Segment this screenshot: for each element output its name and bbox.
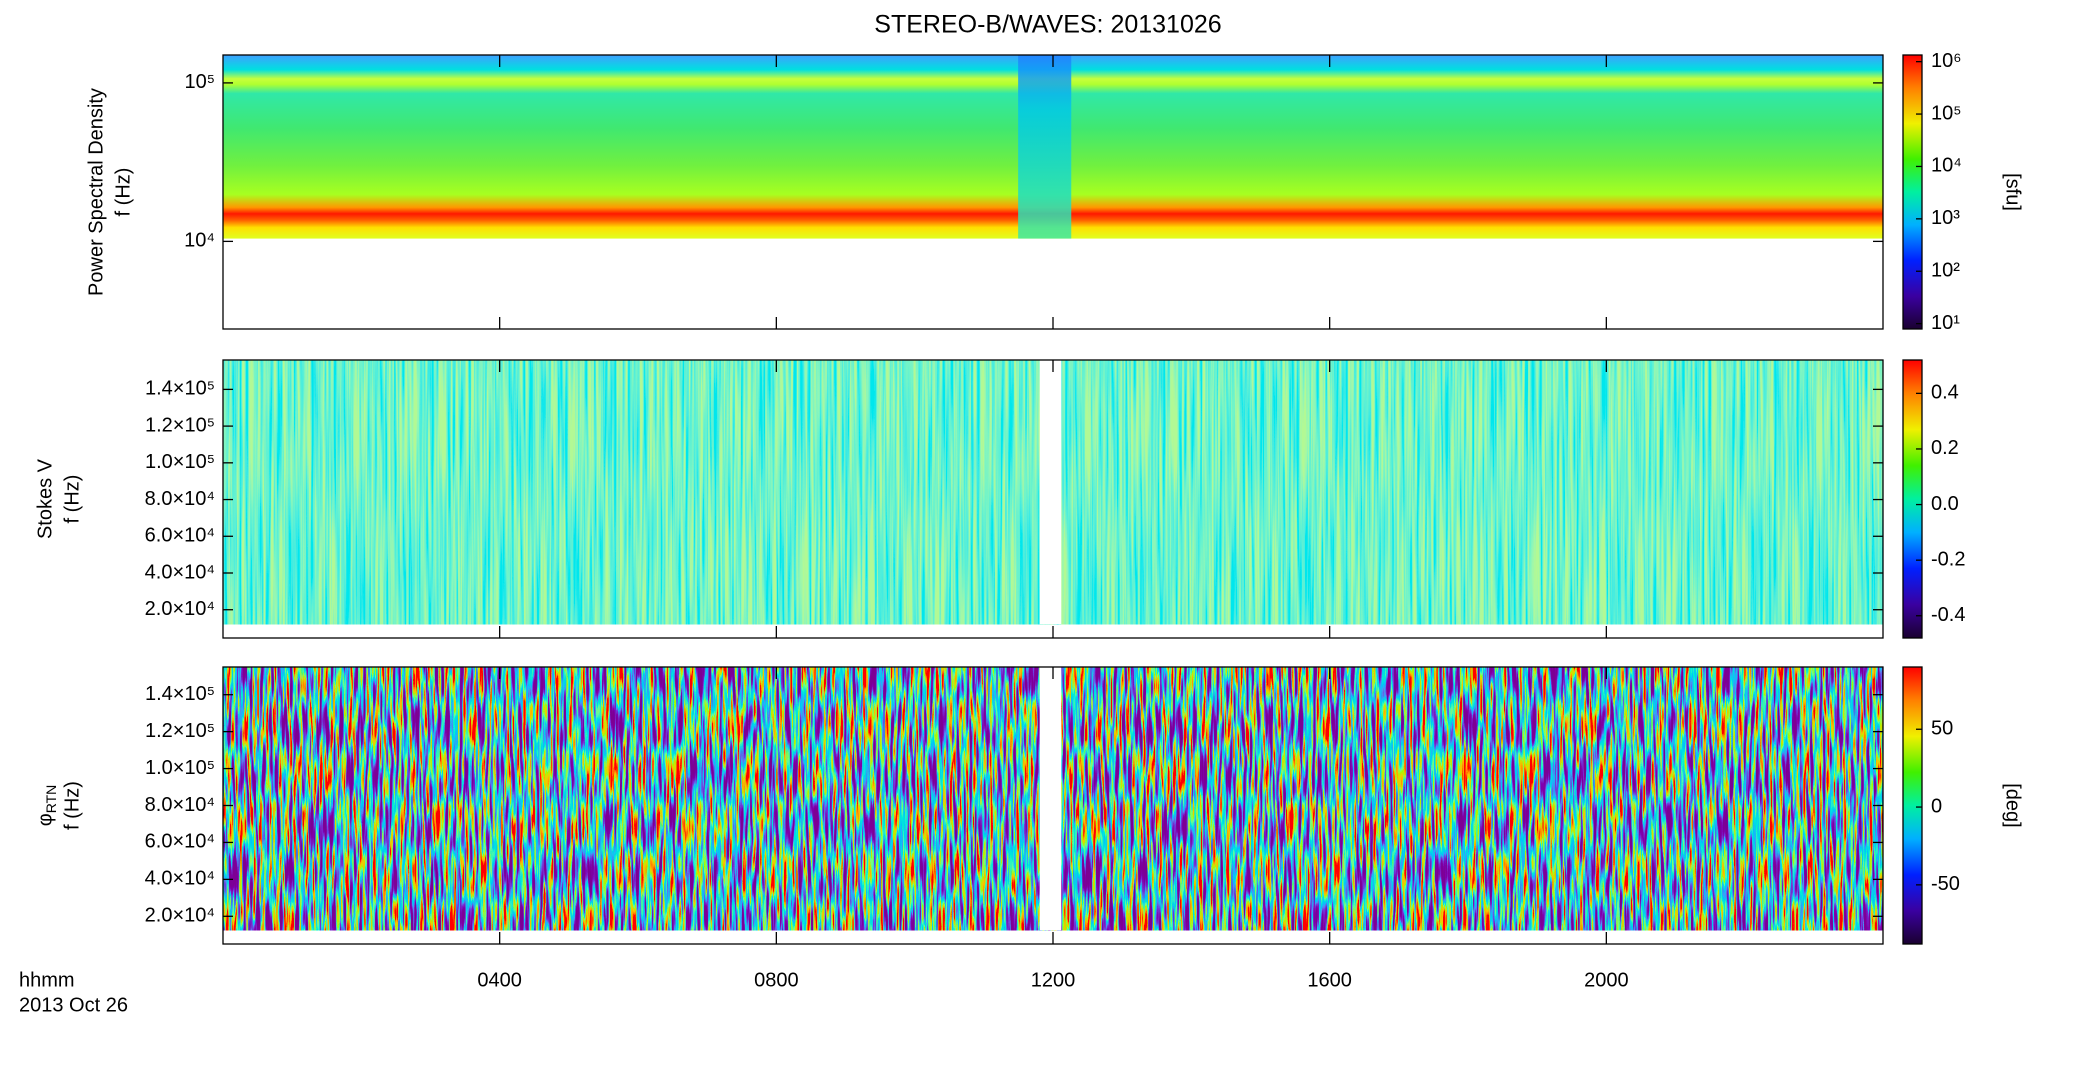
colorbar-label: [sfu] bbox=[2002, 173, 2024, 211]
data-gap bbox=[1039, 360, 1062, 625]
colorbar-tick-label: 10¹ bbox=[1931, 312, 1960, 334]
y-axis-label: Stokes V bbox=[34, 458, 56, 539]
y-tick-label: 1.4×10⁵ bbox=[145, 683, 215, 705]
y-tick-label: 4.0×10⁴ bbox=[145, 868, 215, 890]
y-axis-label: f (Hz) bbox=[112, 168, 134, 217]
colorbar-tick-label: 50 bbox=[1931, 718, 1953, 740]
colorbar-tick-label: 10⁴ bbox=[1931, 155, 1962, 177]
colorbar bbox=[1902, 54, 1923, 330]
x-tick-label: 2000 bbox=[1584, 969, 1629, 991]
x-tick-label: 0800 bbox=[754, 969, 799, 991]
colorbar-tick-label: 0.2 bbox=[1931, 437, 1959, 459]
colorbar-tick-label: 0.4 bbox=[1931, 382, 1959, 404]
colorbar-tick-label: 10² bbox=[1931, 260, 1960, 282]
x-tick-label: 1600 bbox=[1307, 969, 1352, 991]
colorbar bbox=[1902, 666, 1923, 945]
y-axis-label-subscript: RTN bbox=[43, 785, 59, 814]
y-tick-label: 10⁴ bbox=[184, 230, 215, 252]
y-axis-label: Power Spectral Density bbox=[85, 88, 107, 296]
data-gap bbox=[1039, 667, 1062, 931]
y-tick-label: 8.0×10⁴ bbox=[145, 794, 215, 816]
y-tick-label: 6.0×10⁴ bbox=[145, 525, 215, 547]
date-label: 2013 Oct 26 bbox=[19, 994, 128, 1016]
x-axis-label: hhmm bbox=[19, 969, 75, 991]
colorbar-tick-label: 0.0 bbox=[1931, 493, 1959, 515]
y-axis-label: f (Hz) bbox=[61, 781, 83, 830]
colorbar-label: [deg] bbox=[2002, 783, 2024, 827]
y-tick-label: 1.2×10⁵ bbox=[145, 414, 215, 436]
y-tick-label: 2.0×10⁴ bbox=[145, 905, 215, 927]
x-tick-label: 1200 bbox=[1031, 969, 1076, 991]
y-axis-label: f (Hz) bbox=[61, 475, 83, 524]
y-tick-label: 10⁵ bbox=[184, 71, 215, 93]
colorbar-tick-label: 10³ bbox=[1931, 207, 1960, 229]
colorbar-tick-label: 10⁵ bbox=[1931, 102, 1962, 124]
y-tick-label: 1.0×10⁵ bbox=[145, 757, 215, 779]
y-tick-label: 1.4×10⁵ bbox=[145, 378, 215, 400]
y-tick-label: 8.0×10⁴ bbox=[145, 488, 215, 510]
colorbar-tick-label: 0 bbox=[1931, 795, 1942, 817]
y-tick-label: 1.2×10⁵ bbox=[145, 720, 215, 742]
colorbar-tick-label: 10⁶ bbox=[1931, 50, 1961, 72]
colorbar-tick-label: -0.4 bbox=[1931, 604, 1965, 626]
y-axis-label: φRTN bbox=[34, 785, 58, 827]
y-tick-label: 2.0×10⁴ bbox=[145, 598, 215, 620]
y-tick-label: 1.0×10⁵ bbox=[145, 451, 215, 473]
chart-title: STEREO-B/WAVES: 20131026 bbox=[874, 11, 1221, 39]
colorbar bbox=[1902, 359, 1923, 639]
data-gap bbox=[1018, 55, 1072, 239]
y-tick-label: 4.0×10⁴ bbox=[145, 561, 215, 583]
y-tick-label: 6.0×10⁴ bbox=[145, 831, 215, 853]
colorbar-tick-label: -50 bbox=[1931, 873, 1960, 895]
colorbar-tick-label: -0.2 bbox=[1931, 548, 1965, 570]
x-tick-label: 0400 bbox=[477, 969, 522, 991]
